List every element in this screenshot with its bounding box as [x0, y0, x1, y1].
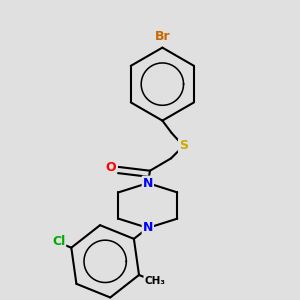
Text: Br: Br	[154, 30, 170, 43]
Text: CH₃: CH₃	[144, 276, 165, 286]
Text: S: S	[179, 140, 188, 152]
Text: N: N	[142, 221, 153, 234]
Text: Cl: Cl	[52, 235, 65, 248]
Text: O: O	[105, 160, 116, 173]
Text: N: N	[142, 177, 153, 190]
